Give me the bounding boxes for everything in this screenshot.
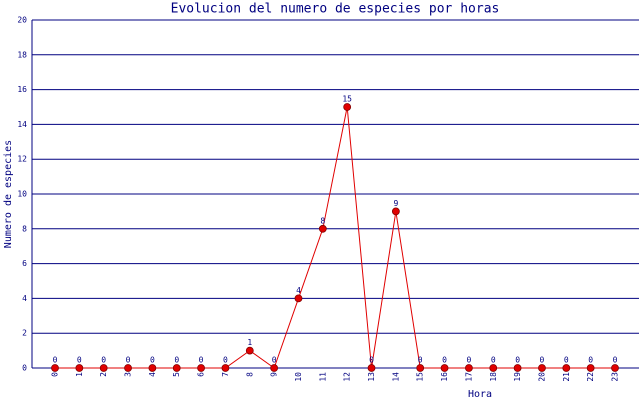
data-point	[148, 364, 157, 372]
data-point	[318, 224, 327, 233]
data-label: 0	[53, 356, 58, 365]
x-tick-label: 18	[489, 372, 498, 382]
data-point	[465, 364, 473, 372]
data-label: 0	[588, 356, 593, 365]
x-tick-label: 20	[537, 372, 546, 382]
x-tick-label: 11	[318, 372, 327, 382]
data-label: 9	[393, 199, 398, 208]
y-tick-label: 18	[17, 50, 27, 59]
y-tick-label: 2	[22, 329, 27, 338]
y-axis-label: Numero de especies	[3, 140, 14, 248]
x-tick-label: 1	[75, 372, 84, 377]
data-point	[391, 207, 400, 216]
data-label: 4	[296, 286, 301, 295]
data-label: 0	[126, 356, 131, 365]
data-point	[513, 364, 522, 372]
x-tick-label: 10	[294, 372, 303, 382]
data-point	[51, 364, 59, 372]
data-label: 1	[247, 338, 252, 347]
data-point	[124, 364, 132, 372]
y-tick-label: 6	[22, 259, 27, 268]
data-point	[367, 364, 376, 372]
data-label: 0	[223, 356, 228, 365]
y-tick-label: 14	[17, 120, 27, 129]
y-tick-label: 10	[17, 190, 27, 199]
data-point	[611, 364, 619, 372]
data-label: 8	[320, 216, 325, 225]
x-tick-label: 23	[611, 372, 620, 382]
data-label: 0	[150, 356, 155, 365]
x-tick-label: 19	[513, 372, 522, 382]
x-tick-label: 16	[440, 372, 449, 382]
data-point	[197, 364, 205, 372]
y-tick-label: 12	[17, 155, 27, 164]
x-tick-label: 0	[51, 372, 60, 377]
x-tick-label: 7	[221, 372, 230, 377]
x-tick-label: 2	[99, 372, 108, 377]
x-tick-label: 9	[270, 372, 279, 377]
data-point	[245, 346, 254, 355]
x-tick-label: 8	[245, 372, 254, 377]
data-point	[489, 364, 498, 372]
data-point	[221, 364, 230, 372]
x-tick-label: 6	[197, 372, 206, 377]
data-point	[294, 294, 303, 303]
y-tick-label: 16	[17, 85, 27, 94]
x-tick-label: 13	[367, 372, 376, 382]
x-tick-label: 3	[124, 372, 133, 377]
data-label: 0	[101, 356, 106, 365]
y-tick-label: 4	[22, 294, 27, 303]
data-label: 0	[613, 356, 618, 365]
data-label: 0	[466, 356, 471, 365]
data-point	[562, 364, 571, 372]
y-tick-label: 20	[17, 16, 27, 25]
data-label: 0	[515, 356, 520, 365]
data-point	[172, 364, 181, 372]
x-tick-label: 17	[464, 372, 473, 382]
data-label: 0	[77, 356, 82, 365]
data-point	[75, 364, 84, 372]
y-tick-label: 8	[22, 224, 27, 233]
x-tick-label: 21	[562, 372, 571, 382]
data-point	[416, 364, 425, 372]
data-label: 0	[199, 356, 204, 365]
data-point	[343, 103, 352, 111]
data-point	[440, 364, 449, 372]
data-point	[270, 364, 279, 372]
x-tick-label: 15	[416, 372, 425, 382]
chart-title: Evolucion del numero de especies por hor…	[171, 2, 500, 17]
x-tick-label: 22	[586, 372, 595, 382]
data-label: 0	[540, 356, 545, 365]
x-tick-label: 14	[391, 372, 400, 382]
data-label: 0	[442, 356, 447, 365]
data-label: 0	[418, 356, 423, 365]
data-label: 0	[564, 356, 569, 365]
data-label: 15	[342, 95, 352, 104]
x-tick-label: 12	[343, 372, 352, 382]
data-point	[538, 364, 546, 372]
data-label: 0	[491, 356, 496, 365]
data-label: 0	[174, 356, 179, 365]
x-tick-label: 4	[148, 372, 157, 377]
x-tick-label: 5	[172, 372, 181, 377]
data-line	[55, 106, 615, 369]
data-point	[586, 364, 595, 372]
data-point	[99, 364, 108, 372]
data-label: 0	[369, 356, 374, 365]
x-axis-label: Hora	[468, 389, 492, 400]
data-label: 0	[272, 356, 277, 365]
y-tick-label: 0	[22, 364, 27, 373]
